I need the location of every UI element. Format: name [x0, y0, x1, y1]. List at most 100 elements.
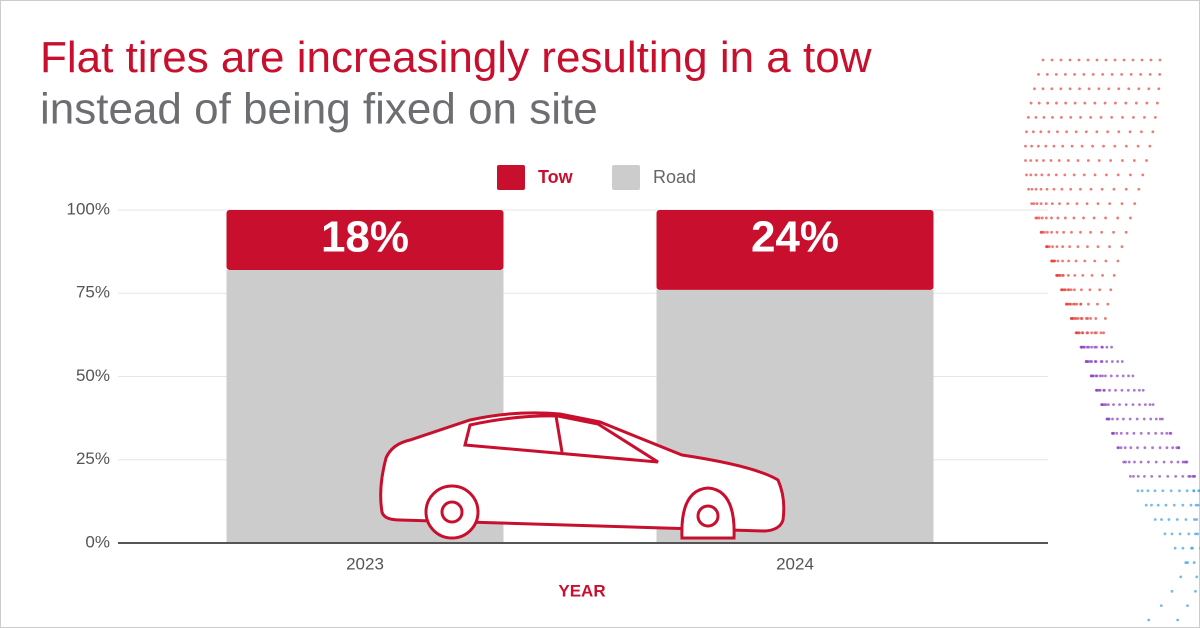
- decoration-dot: [1047, 173, 1051, 177]
- decoration-dot: [1183, 460, 1187, 464]
- decoration-dot: [1066, 273, 1070, 277]
- decoration-dot: [1039, 130, 1043, 134]
- decoration-dot: [1120, 360, 1124, 363]
- decoration-dot: [1166, 475, 1170, 478]
- decoration-dot: [1160, 431, 1164, 435]
- decoration-dot: [1137, 87, 1141, 91]
- decoration-dot: [1104, 259, 1108, 263]
- decoration-dot: [1036, 144, 1040, 148]
- decoration-dot: [1054, 72, 1058, 76]
- decoration-dot: [1132, 388, 1136, 392]
- decoration-dot: [1080, 288, 1083, 292]
- decoration-dot: [1101, 374, 1104, 378]
- decoration-dot: [1172, 503, 1176, 507]
- decoration-dot: [1100, 345, 1104, 349]
- decoration-dot: [1039, 230, 1043, 234]
- decoration-dot: [1066, 302, 1070, 306]
- decoration-dot: [1174, 475, 1178, 478]
- decoration-dot: [1122, 58, 1126, 62]
- decoration-dot: [1037, 101, 1041, 105]
- decoration-dot: [1078, 331, 1081, 335]
- decoration-dot: [1081, 273, 1085, 277]
- decoration-dot: [1077, 58, 1081, 62]
- decoration-dot: [1148, 144, 1152, 148]
- decoration-dot: [1112, 187, 1116, 191]
- decoration-dot: [1151, 130, 1155, 134]
- decoration-dot: [1119, 446, 1123, 450]
- decoration-dot: [1045, 245, 1049, 249]
- decoration-dot: [1035, 159, 1039, 162]
- decoration-dot: [1116, 360, 1120, 363]
- decoration-dot: [1059, 116, 1063, 119]
- decoration-dot: [1093, 173, 1097, 177]
- decoration-dot: [1044, 144, 1048, 148]
- decoration-dot: [1071, 302, 1075, 306]
- decoration-dot: [1194, 589, 1197, 593]
- decoration-dot: [1150, 503, 1153, 507]
- decoration-dot: [1055, 230, 1059, 234]
- decoration-dot: [1104, 173, 1108, 177]
- decoration-dot: [1104, 58, 1108, 62]
- decoration-dot: [1129, 446, 1133, 450]
- decoration-dot: [1047, 130, 1051, 134]
- decoration-dot: [1111, 417, 1114, 421]
- decoration-dot: [1055, 101, 1058, 105]
- decoration-dot: [1109, 374, 1113, 378]
- decoration-dot: [1122, 417, 1125, 421]
- decoration-dot: [1124, 460, 1127, 464]
- decoration-dot: [1158, 58, 1162, 62]
- decoration-dot: [1071, 317, 1074, 320]
- decoration-dot: [1079, 230, 1082, 234]
- decoration-dot: [1194, 532, 1197, 536]
- decoration-dot: [1181, 503, 1185, 507]
- decoration-dot: [1170, 589, 1174, 593]
- decoration-dot: [1042, 159, 1045, 162]
- decoration-dot: [1080, 317, 1084, 320]
- decoration-dot: [1073, 72, 1076, 76]
- decoration-dot: [1191, 546, 1194, 550]
- decoration-dot: [1113, 101, 1117, 105]
- decoration-dot: [1053, 259, 1056, 263]
- decoration-dot: [1164, 503, 1168, 507]
- decoration-dot: [1052, 144, 1056, 148]
- decoration-dot: [1129, 72, 1133, 76]
- title-highlight: Flat tires are increasingly resulting in…: [40, 33, 872, 82]
- decoration-dot: [1063, 173, 1067, 177]
- y-tick-label: 0%: [85, 532, 110, 551]
- decoration-dot: [1090, 345, 1094, 349]
- decoration-dot: [1140, 58, 1144, 62]
- decoration-dot: [1133, 202, 1137, 205]
- decoration-dot: [1037, 216, 1041, 220]
- decoration-dot: [1131, 403, 1135, 407]
- decoration-dot: [1154, 460, 1158, 464]
- decoration-dot: [1033, 87, 1036, 91]
- decoration-dot: [1185, 460, 1189, 464]
- decoration-dot: [1085, 202, 1089, 205]
- decoration-dot: [1069, 116, 1073, 119]
- decoration-dot: [1092, 216, 1096, 220]
- decoration-dot: [1056, 273, 1060, 277]
- decoration-dot: [1083, 259, 1087, 263]
- decoration-dot: [1128, 173, 1132, 177]
- decoration-dot: [1184, 518, 1188, 521]
- decoration-dot: [1106, 403, 1110, 407]
- decoration-dot: [1139, 72, 1143, 76]
- decoration-dot: [1170, 532, 1174, 536]
- decoration-dot: [1173, 546, 1177, 550]
- decoration-dot: [1063, 288, 1067, 292]
- decoration-dot: [1124, 403, 1128, 407]
- decoration-dot: [1140, 489, 1144, 493]
- decoration-dot: [1113, 58, 1117, 62]
- decoration-dot: [1120, 202, 1124, 205]
- decoration-dot: [1098, 374, 1102, 378]
- decoration-dot: [1027, 187, 1030, 191]
- decoration-dot: [1186, 604, 1189, 608]
- decoration-dot: [1087, 87, 1091, 91]
- decoration-dot: [1128, 130, 1132, 134]
- decoration-dot: [1030, 144, 1034, 148]
- decoration-dot: [1153, 518, 1157, 521]
- decoration-dot: [1149, 417, 1153, 421]
- x-tick-label: 2023: [346, 554, 384, 573]
- decoration-dot: [1163, 532, 1167, 536]
- decoration-dot: [1050, 216, 1053, 220]
